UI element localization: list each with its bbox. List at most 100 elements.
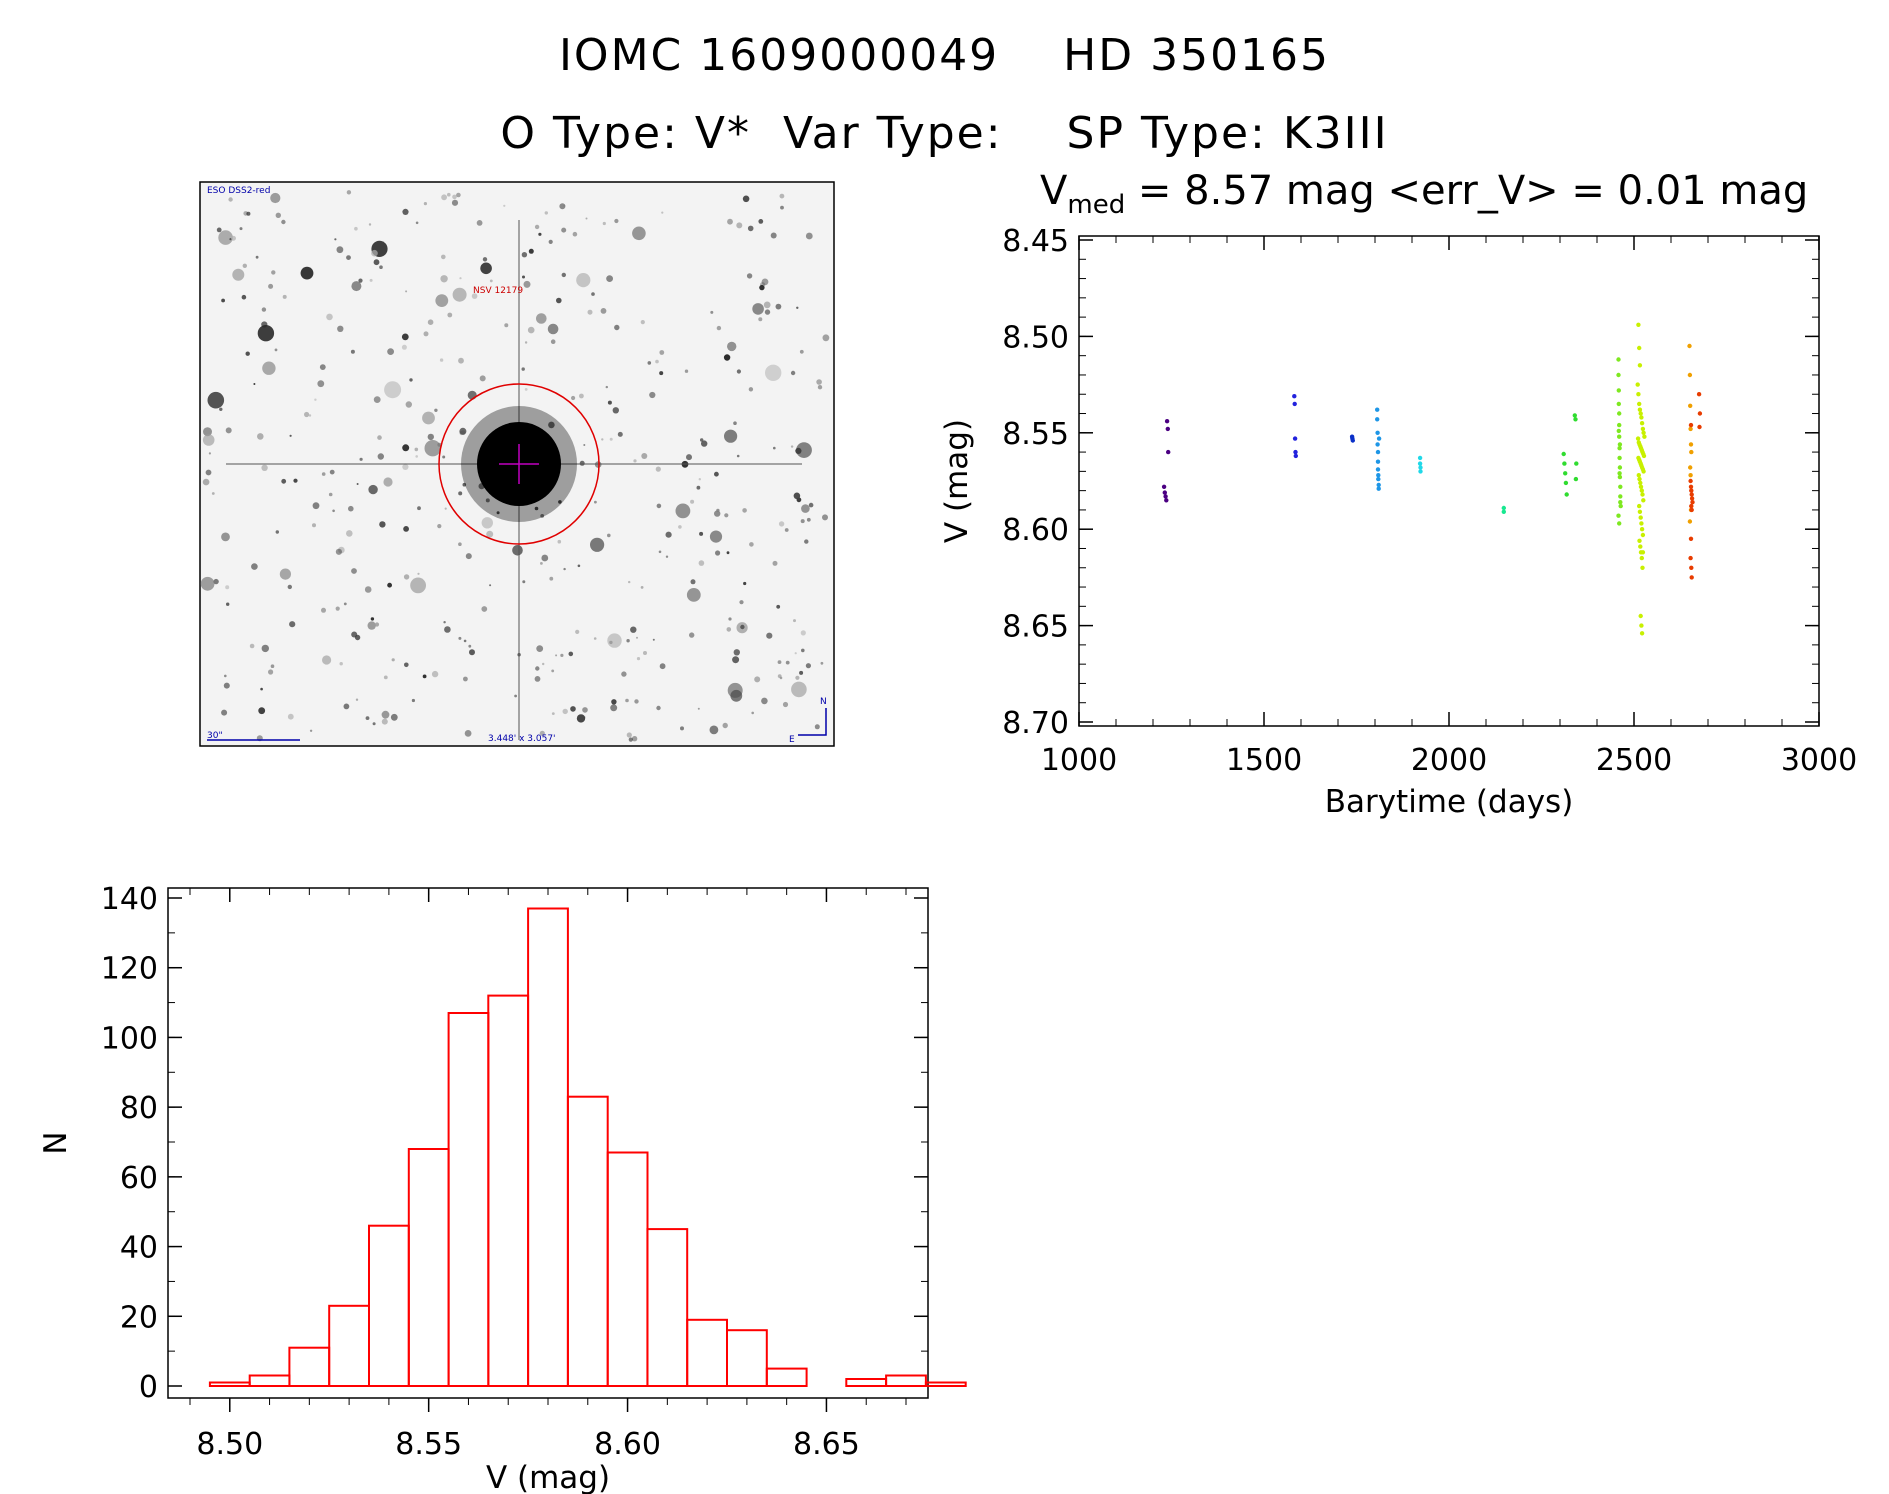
hist-ytick-label: 120 — [101, 952, 158, 987]
field-star — [486, 530, 494, 538]
field-star — [607, 633, 622, 648]
field-star — [583, 444, 586, 446]
field-star — [631, 736, 638, 742]
field-star — [200, 576, 215, 591]
field-star — [434, 408, 438, 412]
light-curve-xlabel: Barytime (days) — [1325, 784, 1574, 820]
lc-ytick-label: 8.45 — [1002, 224, 1069, 259]
hist-bar — [487, 994, 530, 1387]
lc-data-point — [1636, 473, 1642, 478]
lc-data-point — [1638, 444, 1643, 449]
field-star — [661, 211, 664, 214]
field-star — [730, 689, 743, 702]
field-star — [377, 453, 384, 460]
lc-data-point — [1375, 442, 1380, 447]
lc-xtick-label: 2000 — [1411, 743, 1487, 778]
field-star — [371, 240, 388, 257]
field-star — [784, 528, 789, 532]
field-star — [514, 694, 517, 698]
field-star — [822, 334, 830, 342]
field-star — [403, 574, 410, 580]
field-star — [402, 463, 409, 470]
field-star — [245, 351, 250, 356]
finder-star-field — [200, 190, 830, 742]
field-star — [358, 278, 363, 283]
field-star — [409, 378, 413, 382]
field-star — [782, 701, 789, 708]
lc-data-point — [1640, 492, 1645, 497]
hist-bar — [248, 1374, 291, 1387]
lc-data-point — [1637, 442, 1642, 447]
field-star — [370, 617, 375, 621]
lc-data-point — [1688, 507, 1694, 513]
lc-data-point — [1617, 521, 1622, 526]
lc-data-point — [1640, 449, 1645, 455]
field-star — [779, 193, 785, 199]
field-star — [764, 309, 771, 315]
field-star — [817, 385, 823, 390]
field-star — [806, 517, 811, 522]
field-star — [656, 705, 661, 711]
lc-data-point — [1637, 509, 1643, 514]
field-star — [700, 438, 704, 442]
field-star — [805, 663, 812, 669]
field-star — [314, 398, 317, 401]
hist-bar — [726, 1329, 768, 1387]
field-star — [225, 585, 230, 590]
field-star — [224, 674, 227, 678]
field-star — [346, 530, 353, 537]
field-star — [808, 502, 814, 508]
lc-data-point — [1640, 467, 1646, 472]
lc-data-point — [1687, 343, 1692, 349]
field-star — [570, 706, 576, 712]
field-star — [710, 310, 714, 314]
field-star — [675, 503, 691, 519]
field-star — [383, 477, 393, 487]
field-star — [402, 208, 409, 215]
lc-data-point — [1638, 613, 1643, 619]
field-star — [534, 224, 540, 230]
lc-data-point — [1639, 448, 1645, 453]
hist-xtick-label: 8.50 — [196, 1427, 263, 1462]
field-star — [550, 339, 556, 345]
field-star — [232, 268, 245, 281]
lc-data-point — [1162, 490, 1168, 495]
lc-data-point — [1637, 459, 1643, 464]
lc-data-point — [1563, 480, 1569, 486]
lc-data-point — [1688, 426, 1693, 432]
field-star — [479, 375, 486, 382]
light-curve-points — [1161, 322, 1703, 636]
field-star — [715, 550, 721, 556]
lc-data-point — [1639, 421, 1645, 426]
lc-xtick-label: 1500 — [1226, 743, 1302, 778]
field-star — [447, 192, 451, 197]
hist-xtick-label: 8.60 — [594, 1427, 661, 1462]
field-star — [777, 660, 782, 664]
field-star — [261, 644, 269, 653]
lc-data-point — [1617, 422, 1622, 428]
field-star — [239, 227, 243, 231]
field-star — [579, 460, 585, 466]
field-star — [343, 703, 350, 710]
lc-ytick-label: 8.50 — [1002, 320, 1069, 355]
field-star — [321, 607, 326, 613]
field-star — [558, 500, 562, 504]
field-star — [417, 506, 421, 511]
field-star — [439, 358, 444, 362]
field-star — [437, 524, 442, 529]
target-star-halo — [461, 406, 577, 522]
lc-data-point — [1616, 401, 1622, 407]
lc-data-point — [1642, 434, 1647, 439]
field-star — [736, 222, 743, 229]
field-star — [752, 303, 764, 315]
lc-data-point — [1561, 451, 1566, 457]
field-star — [562, 708, 568, 715]
field-star — [242, 263, 247, 268]
field-star — [334, 238, 337, 241]
field-star — [632, 226, 646, 241]
field-star — [321, 472, 326, 476]
field-star — [459, 277, 462, 280]
lc-data-point — [1638, 550, 1644, 555]
field-star — [281, 478, 287, 484]
